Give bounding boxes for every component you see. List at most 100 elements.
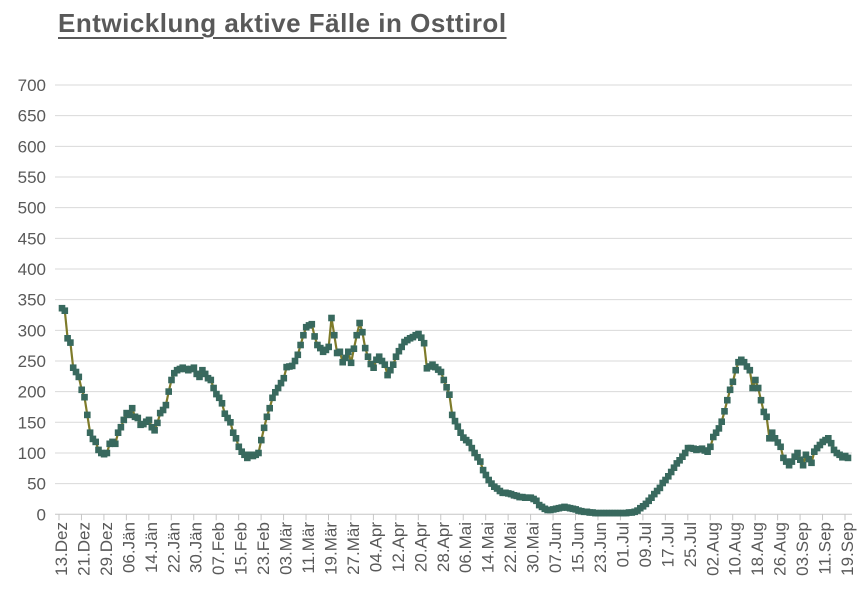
data-point-marker: [311, 333, 318, 340]
data-point-marker: [679, 453, 686, 460]
data-point-marker: [440, 376, 448, 384]
data-point-marker: [263, 413, 271, 421]
data-point-marker: [232, 435, 240, 442]
data-point-marker: [415, 330, 422, 338]
data-point-marker: [280, 374, 288, 382]
data-point-marker: [288, 362, 296, 370]
data-point-marker: [474, 454, 481, 461]
data-point-marker: [269, 394, 276, 402]
x-tick-label: 15.Jun: [569, 522, 588, 573]
data-point-marker: [710, 433, 717, 441]
data-point-marker: [210, 384, 217, 392]
data-point-marker: [339, 358, 346, 366]
data-point-marker: [782, 458, 790, 465]
data-point-marker: [272, 389, 279, 396]
data-point-marker: [325, 343, 332, 351]
data-point-marker: [159, 406, 167, 414]
data-point-marker: [533, 497, 540, 505]
data-point-marker: [274, 384, 282, 392]
x-tick-label: 18.Aug: [748, 522, 767, 576]
data-point-marker: [165, 388, 172, 395]
x-tick-label: 30.Jän: [187, 522, 206, 573]
x-tick-label: 20.Apr: [411, 522, 430, 572]
data-point-marker: [229, 429, 237, 436]
data-point-marker: [370, 364, 377, 371]
y-tick-label: 700: [18, 76, 46, 95]
data-point-marker: [729, 378, 737, 386]
data-point-marker: [207, 376, 215, 384]
data-point-marker: [718, 418, 725, 425]
data-point-marker: [448, 411, 456, 419]
x-tick-label: 02.Aug: [703, 522, 722, 576]
data-point-marker: [69, 364, 77, 371]
data-point-marker: [84, 411, 91, 419]
y-tick-label: 600: [18, 137, 46, 156]
data-point-marker: [356, 319, 363, 327]
x-tick-label: 29.Dez: [97, 522, 116, 576]
data-point-marker: [752, 376, 759, 384]
data-point-marker: [359, 328, 366, 336]
data-point-marker: [774, 439, 782, 446]
data-point-marker: [670, 464, 678, 471]
data-point-marker: [297, 341, 304, 349]
data-point-marker: [61, 307, 69, 314]
data-point-marker: [443, 384, 450, 391]
y-tick-label: 550: [18, 168, 46, 187]
data-point-marker: [757, 396, 765, 404]
data-point-marker: [808, 459, 815, 467]
series-line: [61, 307, 849, 515]
data-point-marker: [361, 344, 369, 352]
data-point-marker: [844, 454, 852, 462]
y-tick-label: 650: [18, 107, 46, 126]
x-tick-label: 03.Sep: [793, 522, 812, 576]
data-point-marker: [347, 359, 355, 367]
x-tick-label: 19.Mär: [321, 522, 340, 575]
data-point-marker: [218, 400, 226, 407]
data-point-marker: [788, 458, 796, 465]
data-point-marker: [367, 360, 375, 368]
data-point-marker: [771, 435, 779, 442]
data-point-marker: [255, 449, 262, 457]
data-point-marker: [190, 364, 198, 371]
data-point-marker: [308, 320, 316, 328]
data-point-marker: [114, 429, 122, 436]
data-point-marker: [398, 343, 405, 351]
data-point-marker: [78, 386, 85, 394]
data-point-marker: [201, 370, 209, 378]
x-tick-label: 19.Sep: [838, 522, 857, 576]
data-point-marker: [794, 449, 801, 457]
data-point-marker: [266, 404, 273, 412]
data-point-marker: [387, 366, 394, 374]
x-tick-label: 09.Jul: [636, 522, 655, 567]
data-point-marker: [64, 335, 71, 342]
data-point-marker: [227, 419, 234, 426]
x-tick-label: 14.Mai: [479, 522, 498, 573]
data-point-marker: [300, 331, 307, 339]
data-point-marker: [465, 439, 473, 446]
data-point-marker: [151, 427, 158, 434]
data-point-marker: [384, 371, 391, 379]
chart-title: Entwicklung aktive Fälle in Osttirol: [58, 8, 507, 38]
data-point-marker: [763, 413, 770, 421]
data-point-marker: [760, 408, 768, 416]
data-point-marker: [446, 391, 453, 398]
data-point-marker: [342, 354, 349, 362]
data-point-marker: [740, 358, 748, 366]
x-tick-label: 13.Dez: [52, 522, 71, 576]
data-point-marker: [712, 429, 720, 436]
x-tick-label: 28.Apr: [434, 522, 453, 572]
data-point-marker: [75, 373, 83, 381]
data-point-marker: [168, 376, 175, 384]
data-point-marker: [648, 494, 655, 501]
data-point-marker: [291, 357, 299, 365]
series-markers: [58, 304, 852, 517]
x-tick-label: 10.Aug: [726, 522, 745, 576]
data-point-marker: [482, 471, 490, 479]
data-point-marker: [215, 394, 223, 402]
data-point-marker: [345, 348, 352, 356]
data-point-marker: [331, 331, 338, 339]
data-point-marker: [825, 435, 832, 442]
data-point-marker: [457, 429, 464, 436]
x-tick-label: 15.Feb: [232, 522, 251, 575]
